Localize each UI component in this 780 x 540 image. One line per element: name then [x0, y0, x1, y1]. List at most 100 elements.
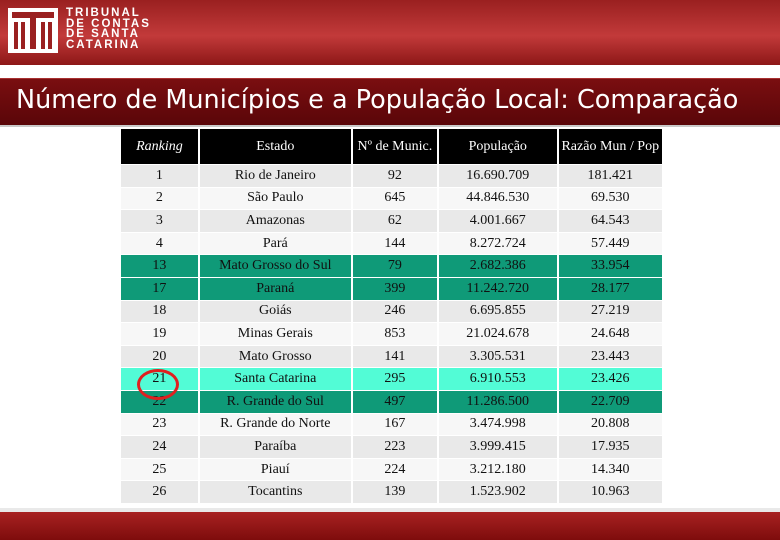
- cell-populacao: 3.474.998: [438, 413, 557, 436]
- cell-munic: 497: [352, 390, 437, 413]
- cell-razao: 24.648: [558, 323, 662, 345]
- cell-ranking: 25: [121, 458, 198, 481]
- cell-estado: Goiás: [199, 300, 351, 323]
- cell-razao: 181.421: [558, 165, 662, 187]
- page-title: Número de Municípios e a População Local…: [16, 85, 739, 115]
- cell-estado: Minas Gerais: [199, 323, 351, 345]
- table-row: 25 Piauí 224 3.212.180 14.340: [121, 458, 662, 481]
- cell-populacao: 6.695.855: [438, 300, 557, 323]
- cell-ranking: 13: [121, 255, 198, 277]
- cell-munic: 645: [352, 187, 437, 210]
- column-header-estado: Estado: [199, 129, 351, 164]
- cell-populacao: 8.272.724: [438, 232, 557, 255]
- table-row: 26 Tocantins 139 1.523.902 10.963: [121, 481, 662, 503]
- cell-razao: 57.449: [558, 232, 662, 255]
- table-row: 1 Rio de Janeiro 92 16.690.709 181.421: [121, 165, 662, 187]
- logo-line-4: CATARINA: [66, 38, 141, 51]
- cell-populacao: 11.242.720: [438, 277, 557, 300]
- table-row: 22 R. Grande do Sul 497 11.286.500 22.709: [121, 390, 662, 413]
- cell-razao: 28.177: [558, 277, 662, 300]
- cell-razao: 14.340: [558, 458, 662, 481]
- title-bar: Número de Municípios e a População Local…: [0, 78, 780, 127]
- tce-logo: [8, 8, 58, 53]
- cell-estado: Mato Grosso do Sul: [199, 255, 351, 277]
- cell-estado: Amazonas: [199, 210, 351, 232]
- column-header-populacao: População: [438, 129, 557, 164]
- table-row: 24 Paraíba 223 3.999.415 17.935: [121, 436, 662, 458]
- cell-ranking: 4: [121, 232, 198, 255]
- table-row: 4 Pará 144 8.272.724 57.449: [121, 232, 662, 255]
- cell-razao: 33.954: [558, 255, 662, 277]
- table-row: 21 Santa Catarina 295 6.910.553 23.426: [121, 368, 662, 390]
- table-header-row: Ranking Estado Nº de Munic. População Ra…: [121, 129, 662, 164]
- cell-razao: 10.963: [558, 481, 662, 503]
- cell-ranking: 24: [121, 436, 198, 458]
- table-row: 13 Mato Grosso do Sul 79 2.682.386 33.954: [121, 255, 662, 277]
- cell-munic: 223: [352, 436, 437, 458]
- footer-bar: [0, 512, 780, 540]
- logo-line-1: TRIBUNAL: [66, 7, 141, 19]
- cell-estado: R. Grande do Norte: [199, 413, 351, 436]
- cell-estado: Pará: [199, 232, 351, 255]
- ranking-table: Ranking Estado Nº de Munic. População Ra…: [119, 128, 664, 504]
- column-header-ranking: Ranking: [121, 129, 198, 164]
- footer-divider: [0, 508, 780, 512]
- logo-wordmark: TRIBUNAL DE CONTAS DE SANTA CATARINA: [66, 8, 151, 50]
- cell-ranking: 17: [121, 277, 198, 300]
- cell-razao: 22.709: [558, 390, 662, 413]
- cell-estado: Tocantins: [199, 481, 351, 503]
- cell-munic: 144: [352, 232, 437, 255]
- cell-munic: 224: [352, 458, 437, 481]
- cell-razao: 20.808: [558, 413, 662, 436]
- header-banner: TRIBUNAL DE CONTAS DE SANTA CATARINA: [0, 0, 780, 65]
- cell-estado: Rio de Janeiro: [199, 165, 351, 187]
- column-header-munic: Nº de Munic.: [352, 129, 437, 164]
- cell-populacao: 3.999.415: [438, 436, 557, 458]
- cell-munic: 141: [352, 345, 437, 368]
- cell-munic: 62: [352, 210, 437, 232]
- cell-populacao: 6.910.553: [438, 368, 557, 390]
- cell-razao: 23.426: [558, 368, 662, 390]
- cell-munic: 139: [352, 481, 437, 503]
- cell-estado: São Paulo: [199, 187, 351, 210]
- table-row: 2 São Paulo 645 44.846.530 69.530: [121, 187, 662, 210]
- cell-razao: 64.543: [558, 210, 662, 232]
- cell-razao: 23.443: [558, 345, 662, 368]
- table-row: 18 Goiás 246 6.695.855 27.219: [121, 300, 662, 323]
- table-row: 20 Mato Grosso 141 3.305.531 23.443: [121, 345, 662, 368]
- cell-munic: 853: [352, 323, 437, 345]
- cell-populacao: 21.024.678: [438, 323, 557, 345]
- cell-razao: 17.935: [558, 436, 662, 458]
- highlight-circle: [137, 369, 179, 400]
- cell-ranking: 2: [121, 187, 198, 210]
- table-row: 3 Amazonas 62 4.001.667 64.543: [121, 210, 662, 232]
- cell-munic: 167: [352, 413, 437, 436]
- cell-populacao: 3.305.531: [438, 345, 557, 368]
- table-row: 17 Paraná 399 11.242.720 28.177: [121, 277, 662, 300]
- cell-ranking: 1: [121, 165, 198, 187]
- cell-ranking: 23: [121, 413, 198, 436]
- cell-razao: 27.219: [558, 300, 662, 323]
- cell-estado: Piauí: [199, 458, 351, 481]
- cell-munic: 295: [352, 368, 437, 390]
- cell-estado: Paraná: [199, 277, 351, 300]
- cell-populacao: 16.690.709: [438, 165, 557, 187]
- cell-populacao: 2.682.386: [438, 255, 557, 277]
- cell-populacao: 1.523.902: [438, 481, 557, 503]
- cell-munic: 79: [352, 255, 437, 277]
- cell-estado: Mato Grosso: [199, 345, 351, 368]
- cell-ranking: 3: [121, 210, 198, 232]
- cell-estado: Paraíba: [199, 436, 351, 458]
- logo-line-2: DE CONTAS: [66, 17, 151, 30]
- logo-line-3: DE SANTA: [66, 28, 140, 40]
- cell-ranking: 18: [121, 300, 198, 323]
- cell-populacao: 44.846.530: [438, 187, 557, 210]
- table-row: 23 R. Grande do Norte 167 3.474.998 20.808: [121, 413, 662, 436]
- cell-munic: 92: [352, 165, 437, 187]
- cell-razao: 69.530: [558, 187, 662, 210]
- cell-ranking: 20: [121, 345, 198, 368]
- cell-estado: Santa Catarina: [199, 368, 351, 390]
- cell-estado: R. Grande do Sul: [199, 390, 351, 413]
- cell-munic: 246: [352, 300, 437, 323]
- cell-populacao: 11.286.500: [438, 390, 557, 413]
